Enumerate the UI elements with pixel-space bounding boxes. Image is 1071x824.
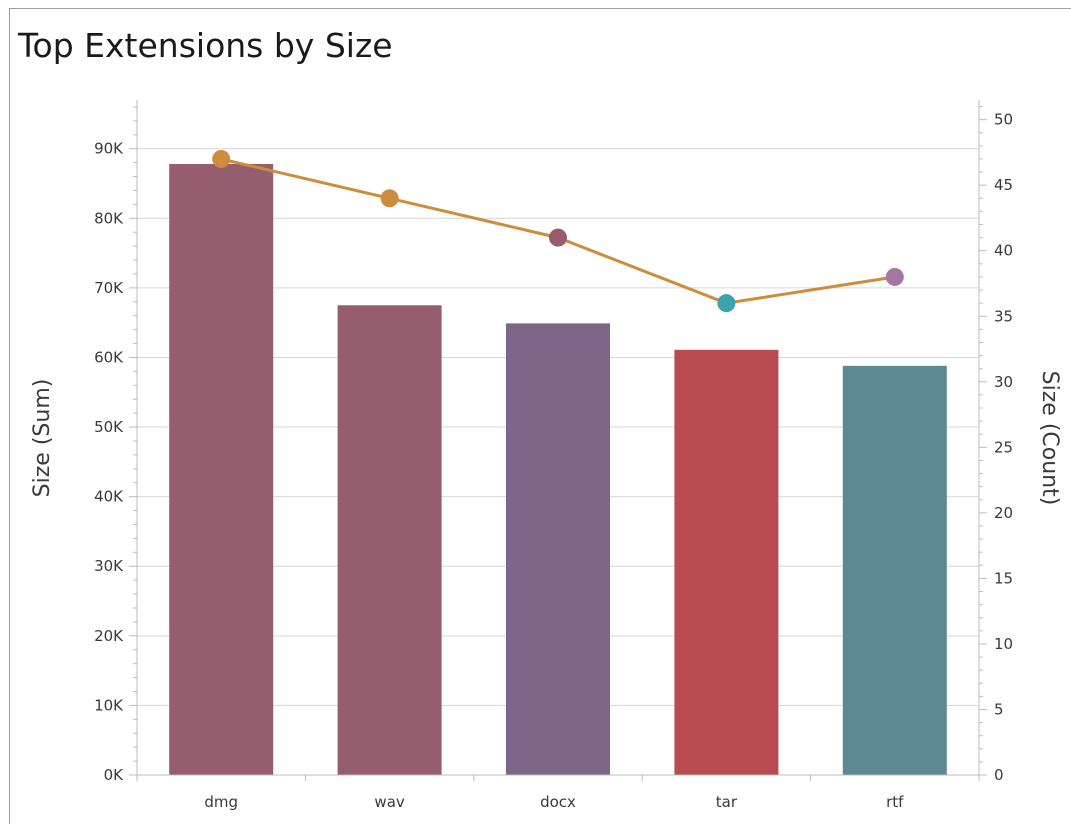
bar-tar xyxy=(674,349,779,775)
line-point-wav xyxy=(380,189,399,208)
y-tick-label: 50K xyxy=(94,418,124,436)
bar-wav xyxy=(337,305,442,775)
y2-tick-label: 45 xyxy=(994,176,1013,194)
y-tick-label: 20K xyxy=(94,627,124,645)
x-tick-label-dmg: dmg xyxy=(204,793,238,811)
bar-docx xyxy=(506,323,610,775)
y-tick-label: 90K xyxy=(94,140,124,158)
line-point-docx xyxy=(549,228,567,247)
line-point-dmg xyxy=(212,149,231,168)
x-tick-label-docx: docx xyxy=(540,793,576,811)
line-point-tar xyxy=(717,294,736,313)
y2-axis-title: Size (Count) xyxy=(1037,371,1062,506)
y-tick-label: 80K xyxy=(94,209,124,227)
y2-tick-label: 20 xyxy=(994,504,1013,522)
y2-tick-label: 5 xyxy=(994,700,1004,718)
y2-tick-label: 40 xyxy=(994,242,1013,260)
y-tick-label: 40K xyxy=(94,488,124,506)
x-tick-label-tar: tar xyxy=(716,793,738,811)
tick-labels: 0K 10K 20K 30K 40K 50K 60K 70K 80K 90K 0 5 10 15 20 25 3… xyxy=(94,111,1013,811)
y2-tick-label: 15 xyxy=(994,569,1013,587)
line-series-size-count xyxy=(212,149,904,313)
x-tick-label-rtf: rtf xyxy=(886,793,904,811)
y-tick-label: 30K xyxy=(94,557,124,575)
y-tick-label: 10K xyxy=(94,696,124,714)
axes xyxy=(129,100,987,781)
bar-dmg xyxy=(169,164,274,775)
y-axis-title: Size (Sum) xyxy=(30,379,55,498)
bar-rtf xyxy=(842,365,947,775)
x-tick-label-wav: wav xyxy=(374,793,404,811)
y2-tick-label: 30 xyxy=(994,373,1013,391)
y2-tick-label: 50 xyxy=(994,111,1013,129)
y-tick-label: 60K xyxy=(94,348,124,366)
bar-series-size-sum xyxy=(169,164,947,775)
line-point-rtf xyxy=(885,267,904,286)
y2-tick-label: 35 xyxy=(994,307,1013,325)
y2-tick-label: 0 xyxy=(994,766,1004,784)
y2-tick-label: 25 xyxy=(994,438,1013,456)
chart-title: Top Extensions by Size xyxy=(18,26,393,65)
y-tick-label: 0K xyxy=(104,766,125,784)
y-tick-label: 70K xyxy=(94,279,124,297)
y2-tick-label: 10 xyxy=(994,635,1013,653)
